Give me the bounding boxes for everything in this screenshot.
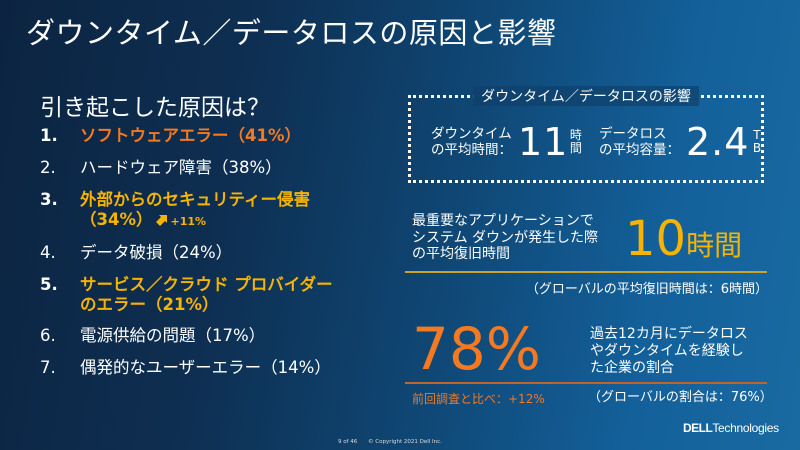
cause-number: 1. [40, 126, 58, 145]
loss-desc-line2: やダウンタイムを経験し [590, 343, 744, 359]
downtime-unit-line1: 時 [569, 128, 582, 142]
cause-number: 3. [40, 190, 58, 209]
copyright: © Copyright 2021 Dell Inc. [368, 439, 442, 445]
dataloss-label-line2: の平均容量： [599, 142, 680, 158]
dataloss-unit: T B [750, 129, 763, 155]
dataloss-metric: データロス の平均容量： 2.4 T B [599, 122, 763, 162]
cause-number: 7. [40, 358, 56, 377]
impact-title: ダウンタイム／データロスの影響 [473, 86, 699, 106]
cause-item-4: 4. データ破損（24%） [40, 243, 380, 263]
dell-technologies-logo: DELLTechnologies [683, 421, 779, 435]
recovery-desc-line3: の平均復旧時間 [412, 246, 510, 262]
page-number: 9 of 46 [338, 439, 358, 445]
cause-item-2: 2. ハードウェア障害（38%） [40, 158, 380, 178]
cause-text: データ破損（24%） [80, 243, 233, 262]
recovery-value: 10 [625, 211, 687, 267]
cause-number: 2. [40, 158, 56, 177]
recovery-global-note: （グローバルの平均復旧時間は：6時間） [525, 282, 768, 297]
cause-number: 6. [40, 326, 56, 345]
cause-text: 電源供給の問題（17%） [80, 326, 266, 345]
loss-rate-value: 78% [412, 315, 541, 383]
dataloss-unit-line2: B [752, 141, 762, 155]
logo-suffix: Technologies [712, 421, 779, 435]
loss-rate-description: 過去12カ月にデータロス やダウンタイムを経験し た企業の割合 [590, 326, 748, 377]
cause-text: ハードウェア障害（38%） [80, 158, 282, 177]
cause-item-7: 7. 偶発的なユーザーエラー（14%） [40, 358, 380, 378]
cause-number: 4. [40, 243, 56, 262]
downtime-metric: ダウンタイム の平均時間： 11 時 間 [431, 122, 582, 162]
downtime-label: ダウンタイム の平均時間： [431, 126, 512, 158]
downtime-unit-line2: 間 [569, 141, 582, 155]
loss-rate-compare: 前回調査と比べ：+12% [412, 392, 545, 406]
cause-item-3: 3. 外部からのセキュリティー侵害 （34%） +11% [40, 190, 380, 232]
cause-number: 5. [40, 275, 58, 294]
cause-text-cont: のエラー（21%） [80, 295, 219, 314]
cause-text: ソフトウェアエラー（41%） [80, 126, 301, 145]
recovery-time: 10時間 [625, 214, 742, 264]
downtime-label-line2: の平均時間： [431, 142, 512, 158]
divider [405, 382, 767, 384]
cause-text: 偶発的なユーザーエラー（14%） [80, 358, 331, 377]
dataloss-unit-line1: T [753, 128, 761, 142]
arrow-up-right-icon [155, 215, 167, 226]
dataloss-label: データロス の平均容量： [599, 126, 680, 158]
causes-heading: 引き起こした原因は？ [40, 95, 270, 121]
recovery-desc-line2: システム ダウンが発生した際 [412, 229, 599, 246]
logo-brand: DELL [683, 421, 713, 435]
cause-item-6: 6. 電源供給の問題（17%） [40, 326, 380, 346]
cause-text: サービス／クラウド プロバイダー [80, 275, 333, 294]
cause-text-block: 外部からのセキュリティー侵害 （34%） +11% [80, 190, 380, 232]
downtime-unit: 時 間 [569, 129, 582, 155]
loss-rate-global-note: （グローバルの割合は：76%） [588, 390, 773, 405]
dataloss-label-line1: データロス [599, 126, 667, 142]
recovery-unit: 時間 [686, 229, 743, 262]
impact-box: ダウンタイム／データロスの影響 ダウンタイム の平均時間： 11 時 間 データ… [408, 86, 764, 183]
recovery-desc-line1: 最重要なアプリケーションで [412, 213, 594, 229]
cause-percent: （34%） [80, 210, 153, 229]
divider [405, 271, 767, 273]
loss-desc-line1: 過去12カ月にデータロス [590, 326, 748, 342]
dataloss-value: 2.4 [686, 120, 750, 164]
cause-list: 1. ソフトウェアエラー（41%） 2. ハードウェア障害（38%） 3. 外部… [40, 126, 380, 390]
downtime-value: 11 [518, 120, 569, 164]
cause-delta: +11% [170, 215, 207, 228]
cause-item-1: 1. ソフトウェアエラー（41%） [40, 126, 380, 146]
cause-text-block: サービス／クラウド プロバイダー のエラー（21%） [80, 275, 380, 315]
downtime-label-line1: ダウンタイム [431, 126, 512, 142]
slide-title: ダウンタイム／データロスの原因と影響 [26, 16, 557, 50]
cause-item-5: 5. サービス／クラウド プロバイダー のエラー（21%） [40, 275, 380, 315]
cause-text: 外部からのセキュリティー侵害 [80, 190, 311, 209]
loss-desc-line3: た企業の割合 [590, 360, 674, 376]
recovery-description: 最重要なアプリケーションで システム ダウンが発生した際 の平均復旧時間 [412, 213, 598, 263]
